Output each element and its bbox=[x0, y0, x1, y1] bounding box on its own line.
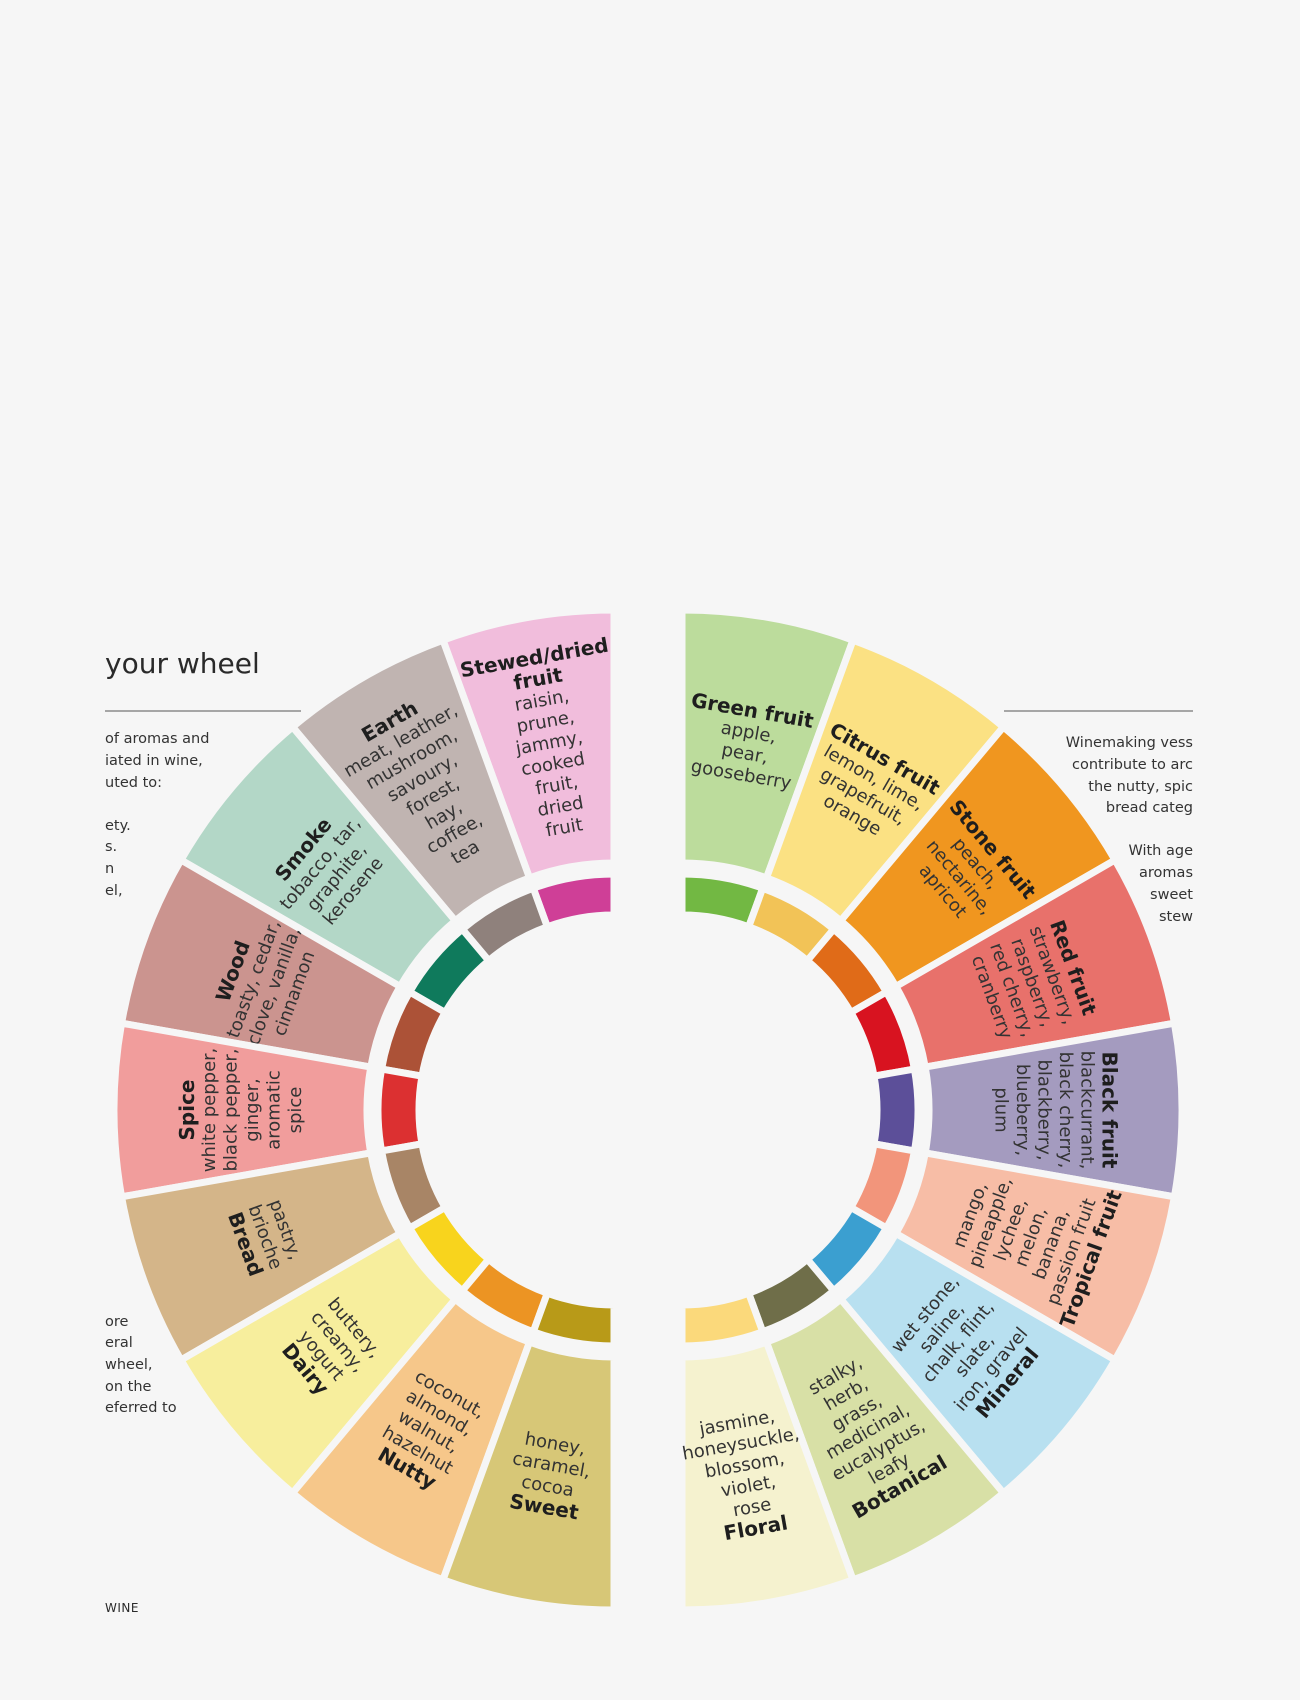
segment-descriptor: aromatic bbox=[263, 1070, 284, 1150]
paragraph-line: eral bbox=[105, 1335, 133, 1351]
segment-descriptor: ginger, bbox=[242, 1078, 263, 1141]
aroma-segment: mango,pineapple,lychee,melon,banana,pass… bbox=[846, 1139, 1179, 1365]
paragraph-line: bread categ bbox=[1106, 800, 1193, 816]
segment-outer bbox=[678, 1337, 858, 1614]
segment-ring bbox=[678, 1288, 768, 1350]
segment-label: mango,pineapple,lychee,melon,banana,pass… bbox=[949, 1174, 1127, 1331]
paragraph-line: sweet bbox=[1150, 887, 1193, 903]
segment-descriptor: black cherry, bbox=[1055, 1052, 1076, 1169]
segment-ring bbox=[869, 1064, 922, 1156]
paragraph-line: With age bbox=[1128, 843, 1193, 859]
paragraph-line: ore bbox=[105, 1314, 129, 1330]
segment-ring bbox=[374, 1064, 427, 1156]
paragraph-line: on the bbox=[105, 1379, 152, 1395]
segment-descriptor: black pepper, bbox=[220, 1048, 241, 1171]
paragraph-line: n bbox=[105, 861, 114, 877]
segment-title: Black fruit bbox=[1097, 1052, 1121, 1169]
paragraph-line: aromas bbox=[1139, 865, 1193, 881]
segment-label: Spice white pepper, black pepper, ginger, ar… bbox=[175, 1048, 306, 1173]
aroma-segment: jasmine,honeysuckle,blossom,violet,roseF… bbox=[678, 1288, 858, 1614]
aroma-segment: stalky,herb,grass,medicinal,eucalyptus,l… bbox=[744, 1254, 1009, 1585]
segment-descriptor: plum bbox=[990, 1087, 1011, 1132]
segment-title: Spice bbox=[175, 1080, 199, 1141]
paragraph-line: uted to: bbox=[105, 775, 162, 791]
paragraph-line: stew bbox=[1159, 909, 1193, 925]
segment-descriptor: spice bbox=[285, 1087, 306, 1134]
segment-descriptor: white pepper, bbox=[199, 1048, 220, 1173]
paragraph-line: s. bbox=[105, 839, 117, 855]
paragraph-line: el, bbox=[105, 883, 123, 899]
paragraph-line: the nutty, spic bbox=[1088, 779, 1193, 795]
segment-ring bbox=[528, 1288, 618, 1350]
segment-descriptor: blackberry, bbox=[1033, 1059, 1054, 1160]
heading: your wheel bbox=[105, 647, 260, 680]
paragraph-line: Winemaking vess bbox=[1066, 735, 1193, 751]
segment-descriptor: blueberry, bbox=[1012, 1064, 1033, 1156]
paragraph-line: wheel, bbox=[105, 1357, 153, 1373]
segment-outer bbox=[438, 1337, 618, 1614]
aroma-segment: Stewed/driedfruitraisin,prune,jammy,cook… bbox=[438, 606, 618, 932]
paragraph-line: contribute to arc bbox=[1072, 757, 1193, 773]
footer: WINE bbox=[105, 1601, 139, 1615]
segment-descriptor: blackcurrant, bbox=[1076, 1051, 1097, 1170]
paragraph-line: of aromas and bbox=[105, 731, 209, 747]
paragraph-line: ety. bbox=[105, 818, 131, 834]
paragraph-line: iated in wine, bbox=[105, 753, 203, 769]
paragraph-line: eferred to bbox=[105, 1400, 177, 1416]
paragraphs: of aromas and iated in wine, uted to: ety. s… bbox=[105, 731, 1193, 1416]
